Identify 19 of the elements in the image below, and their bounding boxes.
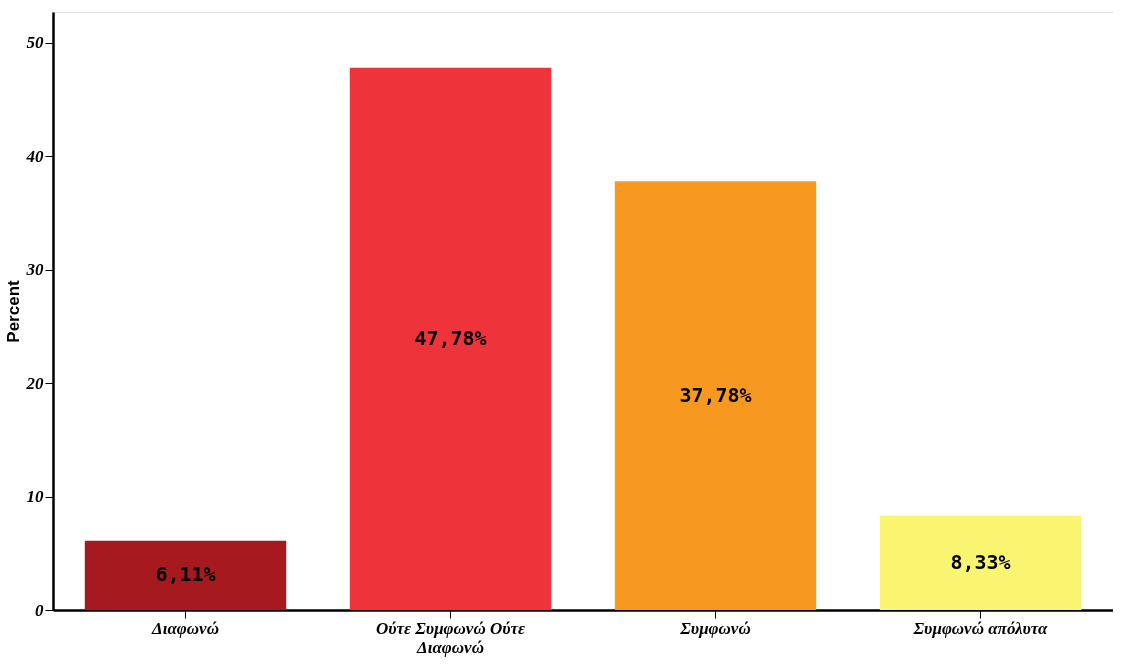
x-tick-label: Συμφωνώ απόλυτα (912, 618, 1049, 638)
bar (84, 540, 287, 610)
y-axis-title: Percent (3, 279, 23, 343)
y-tick-label: 20 (25, 373, 44, 393)
y-tick-label: 0 (35, 600, 44, 620)
data-label: 37,78% (679, 382, 752, 407)
y-tick-label: 50 (26, 33, 44, 53)
y-tick-label: 30 (25, 260, 44, 280)
bar (349, 67, 552, 610)
x-tick-label: Ούτε Συμφωνώ Ούτε Διαφωνώ (375, 618, 526, 657)
bar (614, 181, 817, 610)
bar (879, 515, 1082, 610)
data-label: 6,11% (155, 562, 216, 587)
data-label: 47,78% (414, 325, 487, 350)
y-tick-label: 10 (26, 487, 44, 507)
x-tick-label: Συμφωνώ (679, 618, 751, 638)
data-label: 8,33% (950, 549, 1011, 574)
x-tick-label: Διαφωνώ (151, 618, 219, 638)
y-tick-label: 40 (25, 146, 44, 166)
